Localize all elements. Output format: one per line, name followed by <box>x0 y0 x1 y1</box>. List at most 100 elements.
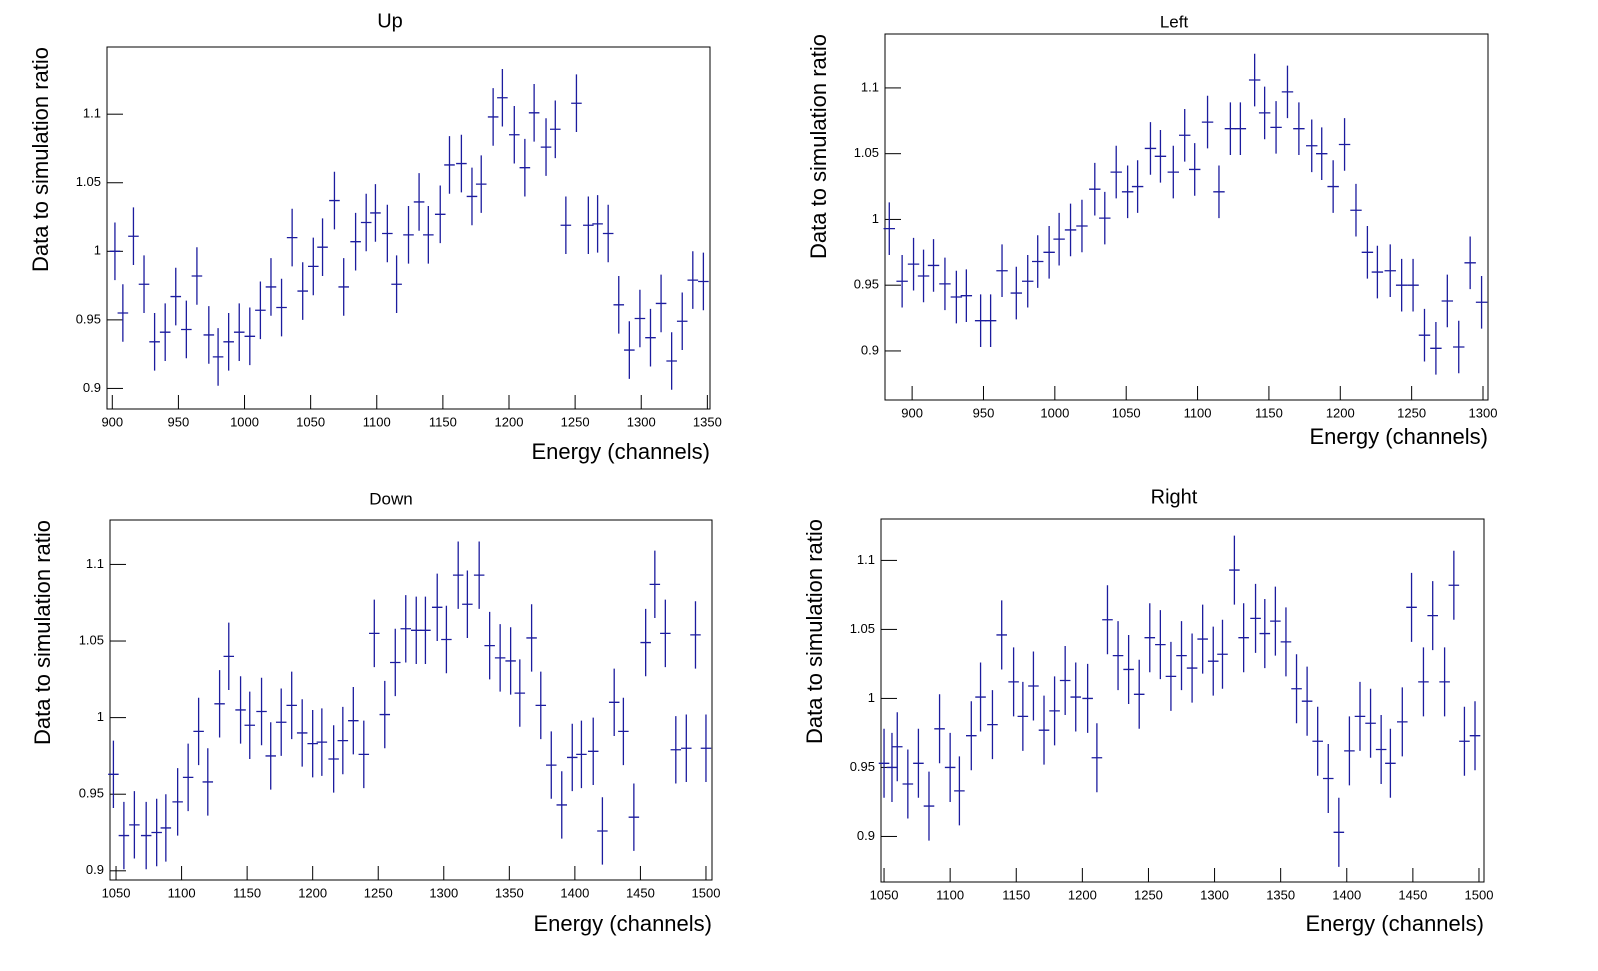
error-bar-point <box>286 671 297 740</box>
error-bar-point <box>159 303 171 362</box>
error-bar-point <box>583 196 594 255</box>
y-tick-label: 0.9 <box>857 828 875 843</box>
error-bar-point <box>276 278 287 337</box>
error-bar-point <box>202 748 214 816</box>
error-bar-point <box>329 171 340 230</box>
x-tick-label: 1300 <box>1469 405 1498 420</box>
error-bar-point <box>338 258 349 316</box>
error-bar-point <box>1213 165 1225 219</box>
error-bar-point <box>1306 119 1318 173</box>
error-bar-point <box>452 541 464 609</box>
error-bar-point <box>1201 95 1214 149</box>
error-bar-point <box>571 74 582 133</box>
error-bar-point <box>1281 65 1294 119</box>
y-tick-label: 0.9 <box>83 380 101 395</box>
error-bar-point <box>235 676 246 744</box>
error-bar-point <box>1010 266 1023 320</box>
x-tick-label: 1250 <box>1134 887 1163 902</box>
error-bar-point <box>1064 203 1077 257</box>
error-bar-point <box>160 794 172 862</box>
error-bar-point <box>560 196 572 255</box>
x-axis-title: Energy (channels) <box>1305 911 1484 936</box>
error-bar-point <box>1322 743 1334 813</box>
y-tick-label: 1.1 <box>861 79 879 94</box>
y-tick-label: 0.95 <box>854 277 879 292</box>
error-bar-point <box>1176 621 1187 691</box>
x-tick-label: 1200 <box>1326 405 1355 420</box>
error-bar-point <box>1053 212 1065 266</box>
error-bar-point <box>634 289 646 348</box>
error-bar-point <box>296 699 308 767</box>
error-bar-point <box>275 688 287 756</box>
error-bar-point <box>1017 681 1029 751</box>
error-bar-point <box>1179 108 1191 162</box>
x-tick-label: 1200 <box>495 414 524 429</box>
y-tick-label: 1.1 <box>857 552 875 567</box>
error-bar-point <box>317 218 328 276</box>
error-bar-point <box>462 570 473 638</box>
x-tick-label: 1200 <box>298 885 327 900</box>
error-bar-point <box>431 573 443 642</box>
error-bar-point <box>613 275 625 334</box>
error-bar-point <box>1395 258 1408 312</box>
error-bar-point <box>316 708 328 776</box>
error-bar-point <box>1234 102 1247 155</box>
error-bar-point <box>1258 86 1271 140</box>
x-tick-label: 900 <box>901 405 923 420</box>
error-bar-point <box>1131 160 1144 213</box>
error-bar-point <box>1008 647 1019 717</box>
x-tick-label: 1300 <box>627 414 656 429</box>
error-bar-point <box>1301 666 1313 736</box>
error-bar-point <box>546 731 557 799</box>
x-tick-label: 1050 <box>102 885 131 900</box>
error-bar-point <box>655 274 667 333</box>
x-tick-label: 1450 <box>1398 887 1427 902</box>
error-bar-point <box>223 622 235 691</box>
error-bar-point <box>149 313 160 371</box>
error-bar-point <box>487 88 499 146</box>
error-bar-point <box>108 740 119 808</box>
error-bar-point <box>1197 604 1208 674</box>
error-bar-point <box>1186 633 1198 703</box>
error-bar-point <box>350 212 361 271</box>
error-bar-point <box>923 771 935 841</box>
error-bar-point <box>379 680 391 749</box>
error-bar-point <box>519 138 531 197</box>
x-tick-label: 900 <box>101 414 123 429</box>
y-tick-label: 1 <box>872 211 879 226</box>
error-bar-point <box>944 732 956 802</box>
y-tick-label: 0.9 <box>861 342 879 357</box>
error-bar-point <box>1224 102 1237 155</box>
error-bar-point <box>556 771 568 839</box>
error-bar-point <box>382 204 393 263</box>
y-axis-title: Data to simulation ratio <box>28 47 53 272</box>
error-bar-point <box>1333 797 1345 867</box>
x-tick-label: 1150 <box>429 414 457 429</box>
error-bar-point <box>151 798 162 867</box>
error-bar-point <box>505 627 516 695</box>
x-tick-label: 1500 <box>692 885 721 900</box>
error-bar-point <box>1082 663 1093 733</box>
error-bar-point <box>1354 681 1366 751</box>
x-axis-title: Energy (channels) <box>1309 424 1488 449</box>
error-bar-point <box>181 300 192 359</box>
error-bar-point <box>1144 603 1156 673</box>
x-tick-label: 1050 <box>296 414 325 429</box>
error-bar-point <box>1070 662 1082 732</box>
y-axis-title: Data to simulation ratio <box>30 520 55 745</box>
error-bar-point <box>608 668 620 736</box>
y-axis-title: Data to simulation ratio <box>806 34 831 259</box>
error-bar-point <box>934 694 945 764</box>
error-bar-point <box>348 686 359 755</box>
x-tick-label: 1500 <box>1465 887 1494 902</box>
x-tick-label: 1150 <box>1002 887 1030 902</box>
plot-frame <box>106 46 711 410</box>
error-bar-point <box>649 550 661 619</box>
error-bar-point <box>1167 145 1180 199</box>
error-bar-point <box>1453 320 1465 374</box>
x-tick-label: 1350 <box>693 414 722 429</box>
error-bar-point <box>896 254 908 308</box>
error-bar-point <box>1059 645 1071 715</box>
error-bar-point <box>602 204 614 263</box>
error-bar-point <box>1076 199 1088 253</box>
